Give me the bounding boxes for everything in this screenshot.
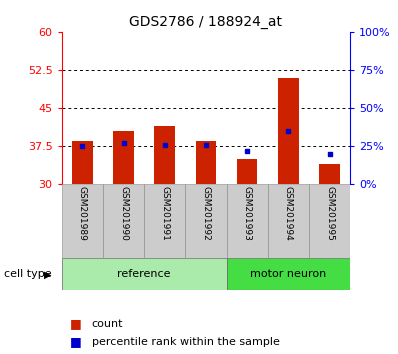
Text: GSM201990: GSM201990 bbox=[119, 185, 128, 240]
Bar bbox=[154, 126, 175, 184]
Bar bbox=[226, 258, 350, 290]
Bar bbox=[185, 184, 226, 258]
Text: percentile rank within the sample: percentile rank within the sample bbox=[92, 337, 279, 347]
Bar bbox=[237, 159, 258, 184]
Bar bbox=[226, 184, 268, 258]
Bar bbox=[62, 184, 103, 258]
Title: GDS2786 / 188924_at: GDS2786 / 188924_at bbox=[129, 16, 283, 29]
Bar bbox=[113, 131, 134, 184]
Text: GSM201991: GSM201991 bbox=[160, 185, 169, 240]
Text: GSM201993: GSM201993 bbox=[243, 185, 252, 240]
Bar bbox=[103, 184, 144, 258]
Text: reference: reference bbox=[117, 269, 171, 279]
Text: motor neuron: motor neuron bbox=[250, 269, 326, 279]
Bar bbox=[278, 78, 299, 184]
Bar bbox=[62, 258, 226, 290]
Text: cell type: cell type bbox=[4, 269, 52, 279]
Text: GSM201995: GSM201995 bbox=[325, 185, 334, 240]
Bar bbox=[196, 141, 216, 184]
Text: GSM201992: GSM201992 bbox=[201, 185, 211, 240]
Text: ■: ■ bbox=[70, 335, 82, 348]
Text: count: count bbox=[92, 319, 123, 329]
Text: ■: ■ bbox=[70, 318, 82, 330]
Bar bbox=[319, 164, 340, 184]
Bar bbox=[309, 184, 350, 258]
Text: ▶: ▶ bbox=[44, 269, 51, 279]
Bar bbox=[72, 141, 93, 184]
Text: GSM201989: GSM201989 bbox=[78, 185, 87, 240]
Text: GSM201994: GSM201994 bbox=[284, 185, 293, 240]
Bar bbox=[268, 184, 309, 258]
Bar bbox=[144, 184, 185, 258]
